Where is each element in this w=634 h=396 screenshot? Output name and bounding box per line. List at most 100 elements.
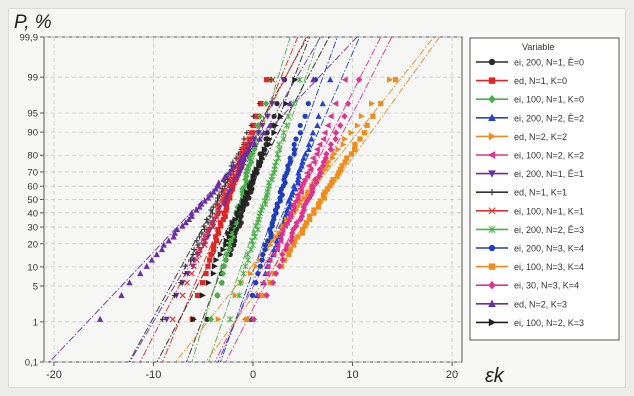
data-points-layer bbox=[97, 76, 399, 323]
legend-swatch-marker bbox=[488, 318, 497, 327]
data-point bbox=[274, 100, 280, 107]
data-point bbox=[283, 122, 290, 129]
grid-layer bbox=[43, 36, 463, 363]
data-point bbox=[288, 191, 295, 198]
data-point bbox=[232, 216, 239, 223]
data-point bbox=[258, 100, 265, 107]
data-point bbox=[313, 146, 320, 153]
data-point bbox=[97, 315, 104, 322]
data-point bbox=[222, 172, 229, 179]
data-point bbox=[322, 154, 329, 162]
data-point bbox=[280, 129, 287, 136]
data-point bbox=[215, 230, 222, 236]
data-point bbox=[324, 122, 331, 129]
data-point bbox=[244, 130, 250, 136]
x-tick-label: 0 bbox=[250, 369, 256, 381]
data-point bbox=[304, 197, 311, 205]
series-group bbox=[244, 77, 319, 322]
data-point bbox=[187, 257, 194, 263]
data-point bbox=[137, 270, 144, 277]
data-point bbox=[239, 146, 246, 153]
data-point bbox=[242, 136, 249, 142]
data-point bbox=[256, 135, 263, 142]
data-point bbox=[269, 76, 276, 83]
data-point bbox=[321, 195, 327, 201]
data-point bbox=[240, 197, 247, 205]
data-point bbox=[221, 210, 227, 216]
data-point bbox=[198, 200, 205, 207]
data-point bbox=[262, 100, 270, 107]
y-tick-label: 99,9 bbox=[20, 33, 39, 44]
data-point bbox=[174, 226, 181, 233]
data-point bbox=[277, 233, 284, 240]
data-point bbox=[283, 100, 290, 107]
data-point bbox=[286, 210, 293, 217]
data-point bbox=[252, 169, 259, 177]
data-point bbox=[271, 246, 278, 253]
y-tick-label: 10 bbox=[27, 262, 38, 273]
legend-entry-label: ei, 200, N=1, Ê=0 bbox=[514, 58, 584, 68]
data-point bbox=[309, 182, 316, 190]
data-point bbox=[241, 141, 248, 148]
data-point bbox=[220, 176, 227, 183]
legend-swatch-marker bbox=[488, 281, 496, 290]
data-point bbox=[229, 183, 236, 189]
data-point bbox=[153, 251, 160, 258]
data-point bbox=[188, 270, 195, 277]
data-point bbox=[204, 216, 210, 223]
legend-entry-label: ed, N=1, K=0 bbox=[514, 76, 567, 86]
data-point bbox=[248, 179, 255, 186]
data-point bbox=[143, 262, 150, 269]
data-point bbox=[268, 234, 274, 240]
data-point bbox=[235, 151, 242, 157]
data-point bbox=[205, 194, 212, 201]
data-point bbox=[342, 135, 349, 143]
data-point bbox=[194, 238, 200, 244]
legend-swatch-marker bbox=[488, 113, 496, 121]
data-point bbox=[312, 176, 319, 183]
data-point bbox=[240, 159, 247, 166]
data-point bbox=[242, 263, 249, 270]
data-point bbox=[255, 270, 261, 277]
data-point bbox=[190, 251, 196, 258]
series-group bbox=[190, 76, 299, 323]
data-point bbox=[210, 246, 216, 253]
data-point bbox=[327, 183, 333, 189]
data-point bbox=[352, 141, 358, 148]
data-point bbox=[332, 129, 339, 137]
data-point bbox=[266, 122, 274, 129]
data-point bbox=[211, 242, 217, 248]
data-point bbox=[296, 76, 303, 83]
data-point bbox=[205, 220, 211, 226]
data-point bbox=[213, 234, 219, 240]
data-point bbox=[280, 77, 287, 84]
data-point bbox=[201, 223, 207, 229]
data-point bbox=[220, 188, 227, 195]
data-point bbox=[305, 100, 311, 107]
data-point bbox=[263, 292, 270, 299]
data-point bbox=[296, 166, 303, 173]
data-point bbox=[226, 233, 233, 240]
data-point bbox=[327, 146, 334, 153]
data-point bbox=[204, 316, 210, 322]
data-point bbox=[227, 237, 234, 245]
data-point bbox=[197, 234, 203, 240]
data-point bbox=[207, 213, 213, 219]
data-point bbox=[193, 257, 200, 263]
data-point bbox=[287, 159, 293, 165]
data-point bbox=[316, 141, 323, 148]
data-point bbox=[227, 316, 234, 323]
data-point bbox=[245, 256, 252, 264]
data-point bbox=[208, 251, 214, 258]
data-point bbox=[227, 195, 233, 201]
data-point bbox=[259, 292, 266, 299]
data-point bbox=[223, 201, 229, 207]
data-point bbox=[255, 130, 262, 137]
data-point bbox=[348, 129, 355, 136]
data-point bbox=[330, 155, 337, 162]
data-point bbox=[336, 170, 342, 176]
y-tick-label: 0,1 bbox=[25, 358, 38, 369]
data-point bbox=[302, 113, 308, 119]
y-axis-title: P, % bbox=[14, 12, 52, 33]
data-point bbox=[285, 113, 292, 120]
